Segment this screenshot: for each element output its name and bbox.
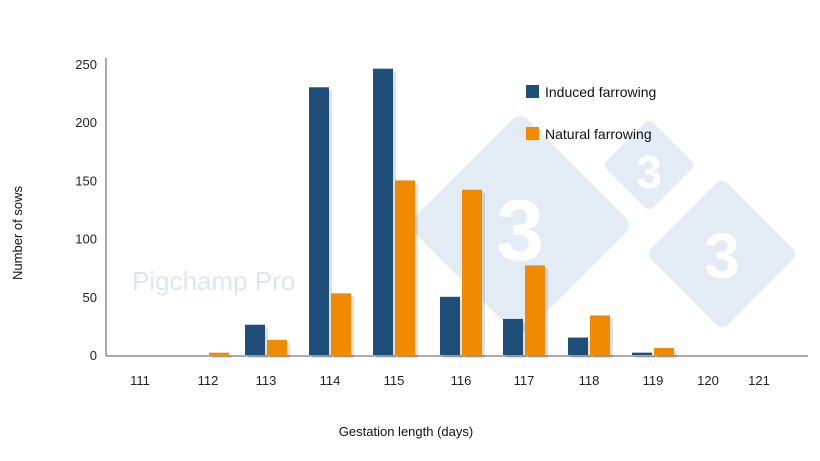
bar-natural-116 — [462, 189, 482, 355]
bar-shadow — [212, 355, 232, 358]
watermark-diamond-small — [604, 120, 694, 210]
x-tick-label-113: 113 — [256, 373, 277, 388]
x-tick-label-112: 112 — [198, 373, 219, 388]
x-tick-label-116: 116 — [451, 373, 472, 388]
x-tick-label-111: 111 — [130, 373, 150, 388]
legend: Induced farrowing Natural farrowing — [526, 84, 656, 142]
bar-natural-112 — [209, 352, 229, 355]
watermark-number-2: 3 — [636, 146, 662, 198]
bars — [209, 68, 677, 358]
x-tick-label-119: 119 — [643, 373, 664, 388]
legend-swatch-natural — [526, 127, 539, 140]
watermark-number-3: 3 — [704, 220, 740, 292]
bar-natural-117 — [525, 265, 545, 355]
watermark-text: Pigchamp Pro — [132, 266, 295, 296]
bar-induced-114 — [309, 87, 329, 355]
y-tick-label-150: 150 — [75, 173, 97, 188]
bar-natural-113 — [267, 339, 287, 355]
legend-swatch-induced — [526, 85, 539, 98]
bar-induced-119 — [632, 352, 652, 355]
x-tick-label-120: 120 — [697, 373, 719, 388]
x-tick-label-118: 118 — [579, 373, 600, 388]
y-tick-label-250: 250 — [75, 57, 97, 72]
x-tick-labels: 111 112 113 114 115 116 117 118 119 120 121 — [130, 373, 770, 388]
y-axis-title: Number of sows — [10, 186, 25, 280]
x-axis-title: Gestation length (days) — [339, 424, 473, 439]
bar-induced-116 — [440, 296, 460, 355]
x-tick-label-121: 121 — [748, 373, 770, 388]
bar-natural-119 — [654, 348, 674, 355]
x-tick-label-114: 114 — [320, 373, 341, 388]
x-tick-label-115: 115 — [384, 373, 405, 388]
watermark-diamond-medium — [648, 180, 796, 328]
y-tick-label-200: 200 — [75, 115, 97, 130]
bar-natural-118 — [590, 315, 610, 355]
y-tick-label-50: 50 — [83, 290, 97, 305]
bar-shadow — [635, 355, 655, 358]
bar-natural-114 — [331, 293, 351, 355]
legend-label-natural: Natural farrowing — [545, 126, 652, 142]
legend-label-induced: Induced farrowing — [545, 84, 656, 100]
bar-natural-115 — [395, 180, 415, 355]
y-tick-labels: 0 50 100 150 200 250 — [75, 57, 97, 363]
watermark-number-1: 3 — [496, 183, 544, 279]
bar-induced-117 — [503, 318, 523, 355]
bar-induced-115 — [373, 68, 393, 355]
y-tick-label-0: 0 — [90, 348, 97, 363]
bar-induced-113 — [245, 324, 265, 355]
x-tick-label-117: 117 — [514, 373, 535, 388]
y-tick-label-100: 100 — [75, 232, 97, 247]
bar-induced-118 — [568, 337, 588, 355]
